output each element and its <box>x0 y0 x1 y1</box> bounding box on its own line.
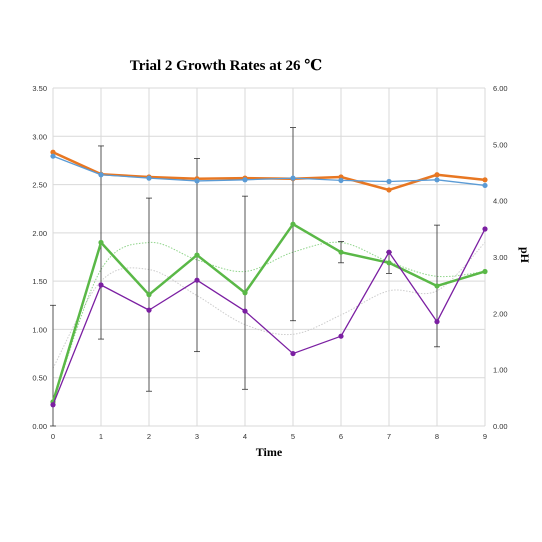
series-line <box>52 155 486 187</box>
y2-tick-label: 6.00 <box>493 84 508 93</box>
x-tick-label: 4 <box>243 432 247 441</box>
y2-tick-label: 5.00 <box>493 140 508 149</box>
trendlines <box>52 241 486 403</box>
data-point <box>98 282 104 288</box>
data-point <box>386 249 392 255</box>
y-tick-label: 3.00 <box>32 132 47 141</box>
y-tick-label: 3.50 <box>32 84 47 93</box>
data-point <box>194 252 200 258</box>
data-point <box>290 221 296 227</box>
data-point <box>338 333 344 339</box>
x-tick-label: 2 <box>147 432 151 441</box>
data-point <box>98 172 104 178</box>
y-tick-label: 1.50 <box>32 277 47 286</box>
data-point <box>98 239 104 246</box>
y-tick-label: 2.50 <box>32 181 47 190</box>
y-tick-label: 2.00 <box>32 229 47 238</box>
data-point <box>146 175 152 181</box>
data-point <box>50 153 56 159</box>
x-tick-label: 9 <box>483 432 487 441</box>
x-tick-label: 3 <box>195 432 199 441</box>
data-point <box>386 178 392 185</box>
data-point <box>242 177 248 183</box>
data-point <box>434 177 440 183</box>
tick-labels: 0.00 0.50 1.00 1.50 2.00 2.50 3.00 3.50 0.00 1.00… <box>32 84 507 441</box>
data-point <box>386 260 392 266</box>
y-tick-label: 0.00 <box>32 422 47 431</box>
data-point <box>386 187 392 193</box>
trendline <box>52 242 486 369</box>
x-tick-label: 8 <box>435 432 439 441</box>
y2-axis-title: pH <box>518 247 532 264</box>
x-tick-label: 0 <box>51 432 55 441</box>
y-tick-label: 1.00 <box>32 325 47 334</box>
data-point <box>434 283 440 289</box>
data-point <box>290 175 296 181</box>
data-point <box>482 182 488 189</box>
y2-tick-label: 3.00 <box>493 253 508 262</box>
data-point <box>482 268 488 275</box>
data-point <box>50 149 56 155</box>
data-point <box>146 307 152 313</box>
y-tick-label: 0.50 <box>32 374 47 383</box>
x-tick-label: 1 <box>99 432 103 441</box>
y2-tick-label: 0.00 <box>493 422 508 431</box>
trendline <box>52 241 486 403</box>
series-line <box>52 228 486 405</box>
data-point <box>434 319 440 325</box>
y2-tick-label: 4.00 <box>493 197 508 206</box>
x-axis-title: Time <box>256 445 283 459</box>
data-point <box>290 350 296 357</box>
data-point <box>482 177 488 183</box>
x-tick-label: 5 <box>291 432 295 441</box>
series-group <box>50 149 488 408</box>
x-tick-label: 6 <box>339 432 343 441</box>
series-line <box>51 222 486 403</box>
y2-tick-label: 1.00 <box>493 366 508 375</box>
data-point <box>194 178 200 184</box>
y2-tick-label: 2.00 <box>493 309 508 318</box>
data-point <box>50 402 56 408</box>
data-point <box>434 172 440 178</box>
data-point <box>242 290 248 296</box>
data-point <box>482 226 488 232</box>
data-point <box>194 277 200 283</box>
data-point <box>338 177 344 183</box>
chart-title: Trial 2 Growth Rates at 26 ℃ <box>130 58 322 74</box>
data-point <box>242 308 248 314</box>
data-point <box>338 249 344 255</box>
x-tick-label: 7 <box>387 432 391 441</box>
data-point <box>146 292 152 298</box>
